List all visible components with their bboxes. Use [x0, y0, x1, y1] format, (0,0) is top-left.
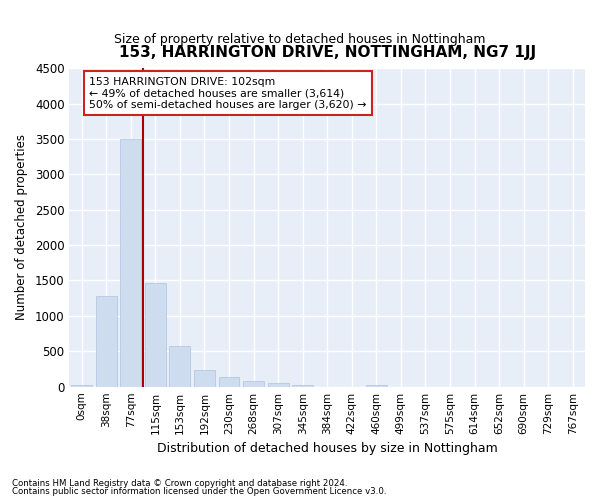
X-axis label: Distribution of detached houses by size in Nottingham: Distribution of detached houses by size … — [157, 442, 497, 455]
Bar — [96, 296, 116, 386]
Text: Size of property relative to detached houses in Nottingham: Size of property relative to detached ho… — [114, 32, 486, 46]
Bar — [243, 382, 264, 386]
Bar — [71, 384, 92, 386]
Bar — [268, 383, 289, 386]
Bar — [218, 378, 239, 386]
Y-axis label: Number of detached properties: Number of detached properties — [15, 134, 28, 320]
Bar — [145, 284, 166, 387]
Bar — [366, 384, 387, 386]
Bar — [169, 346, 190, 387]
Bar — [194, 370, 215, 386]
Text: Contains public sector information licensed under the Open Government Licence v3: Contains public sector information licen… — [12, 487, 386, 496]
Text: 153 HARRINGTON DRIVE: 102sqm
← 49% of detached houses are smaller (3,614)
50% of: 153 HARRINGTON DRIVE: 102sqm ← 49% of de… — [89, 76, 367, 110]
Text: Contains HM Land Registry data © Crown copyright and database right 2024.: Contains HM Land Registry data © Crown c… — [12, 478, 347, 488]
Title: 153, HARRINGTON DRIVE, NOTTINGHAM, NG7 1JJ: 153, HARRINGTON DRIVE, NOTTINGHAM, NG7 1… — [119, 45, 536, 60]
Bar — [121, 139, 141, 386]
Bar — [292, 384, 313, 386]
